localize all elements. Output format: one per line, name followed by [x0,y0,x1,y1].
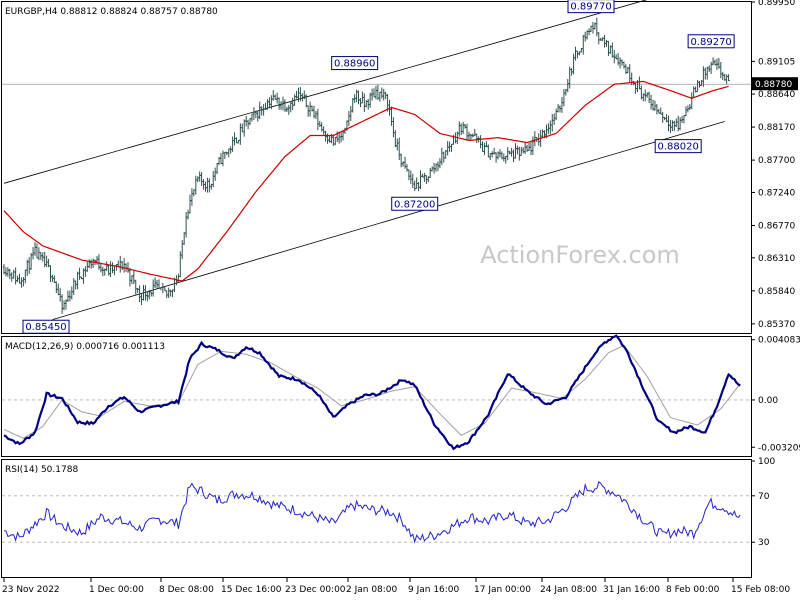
price-panel: 0.89950 0.89105 0.88640 0.88170 0.87700 0.872… [2,0,798,334]
time-axis-tick-label: 8 Dec 08:00 [159,585,214,595]
price-label-box [22,319,70,334]
price-label-box [391,196,439,211]
rsi-axis-tick-label: 70 [758,492,770,502]
macd-axis-tick-label: 0.004083 [758,336,800,346]
time-axis-tick-label: 15 Dec 16:00 [221,585,282,595]
rsi-panel-frame [1,459,752,578]
price-axis-tick-label: 0.88640 [758,90,795,100]
candle [727,74,730,82]
channel-lower-line [52,121,725,321]
macd-axis-tick-label: 0.00 [758,396,778,406]
price-label-box [687,34,735,49]
price-label-box [331,56,379,71]
time-axis-tick-label: 23 Dec 00:00 [285,585,346,595]
moving-average-line [3,80,729,282]
macd-signal-line [3,344,741,439]
price-panel-frame [1,1,752,334]
rsi-panel-title: RSI(14) 50.1788 [5,465,78,475]
price-label: 0.88020 [658,142,699,153]
price-label-box [567,0,615,14]
price-axis-tick-label: 0.86770 [758,221,795,231]
macd-panel-frame [1,336,752,457]
price-axis-tick-label: 0.89950 [758,0,795,8]
price-axis-tick-label: 0.85370 [758,320,795,330]
rsi-axis-tick-label: 30 [758,538,770,548]
time-axis-tick-label: 17 Jan 00:00 [474,585,531,595]
time-axis-tick-label: 2 Jan 08:00 [346,585,398,595]
rsi-line [3,480,741,544]
price-label: 0.85450 [25,322,66,333]
price-axis-tick-label: 0.88170 [758,123,795,133]
time-axis-tick-label: 9 Jan 16:00 [408,585,460,595]
current-price-label: 0.88780 [755,80,792,90]
price-axis-tick-label: 0.86310 [758,254,795,264]
time-axis: 23 Nov 2022 1 Dec 00:00 8 Dec 08:00 15 Dec … [2,578,790,595]
price-axis-tick-label: 0.89105 [758,57,795,67]
channel-upper-line [3,0,648,184]
time-axis-tick-label: 23 Nov 2022 [2,585,60,595]
price-label: 0.89270 [690,37,731,48]
price-axis-tick-label: 0.87240 [758,188,795,198]
price-label: 0.89770 [570,2,611,13]
rsi-axis-tick-label: 100 [758,457,775,467]
price-axis-tick-label: 0.85840 [758,287,795,297]
watermark: ActionForex.com [480,241,680,269]
time-axis-tick-label: 15 Feb 08:00 [731,585,790,595]
price-label: 0.88960 [334,59,375,70]
price-label-box [654,139,702,154]
price-panel-title: EURGBP,H4 0.88812 0.88824 0.88757 0.8878… [5,7,218,17]
time-axis-tick-label: 31 Jan 16:00 [603,585,660,595]
macd-panel-title: MACD(12,26,9) 0.000716 0.001113 [5,342,165,352]
macd-main-line [3,334,741,451]
time-axis-tick-label: 8 Feb 00:00 [666,585,720,595]
macd-axis-tick-label: -0.003209 [758,443,800,453]
macd-panel: 0.004083 0.00 -0.003209 [2,334,800,453]
time-axis-tick-label: 24 Jan 08:00 [540,585,597,595]
time-axis-tick-label: 1 Dec 00:00 [89,585,144,595]
price-label: 0.87200 [394,199,435,210]
current-price-tag [752,77,798,91]
price-axis-tick-label: 0.87700 [758,156,795,166]
rsi-panel: 100 70 30 [2,457,775,548]
